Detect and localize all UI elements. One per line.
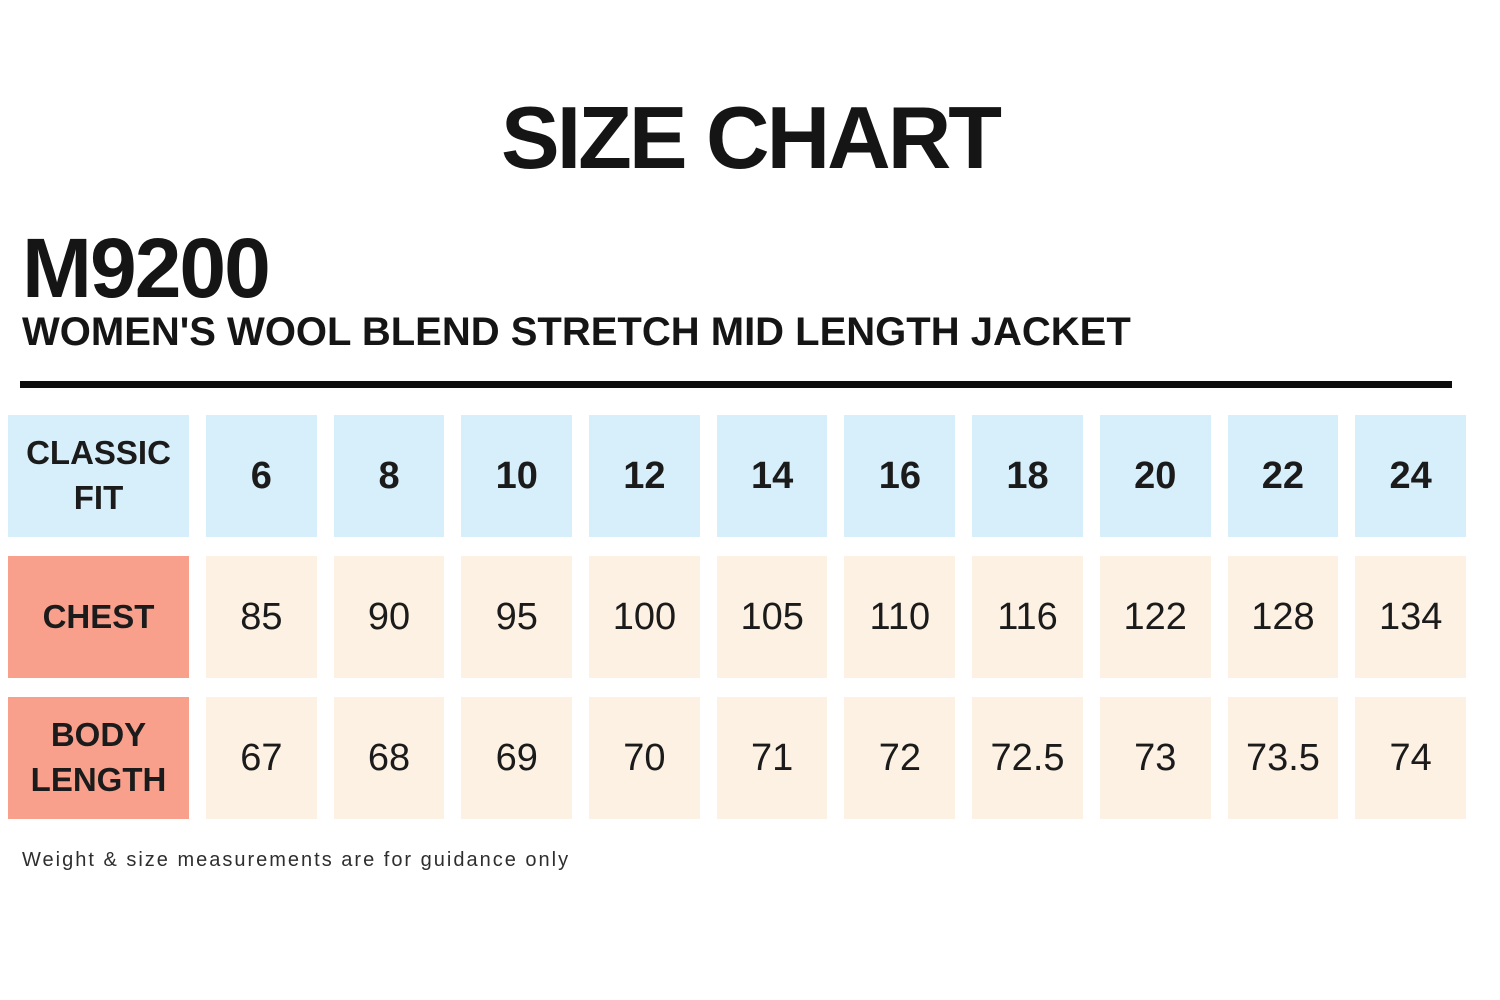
row-label-body-length: BODY LENGTH [8, 697, 189, 819]
body-length-value-cell: 73 [1099, 697, 1211, 819]
chest-value-cell: 85 [206, 556, 317, 678]
header-row-label: CLASSIC FIT [8, 415, 189, 537]
body-length-value-cell: 71 [716, 697, 828, 819]
size-column-header: 20 [1099, 415, 1211, 537]
body-length-value-cell: 70 [589, 697, 700, 819]
body-length-value-cell: 72 [844, 697, 956, 819]
page-title: SIZE CHART [501, 88, 1002, 187]
size-column-header: 10 [461, 415, 573, 537]
chest-value-cell: 134 [1355, 556, 1466, 678]
size-chart-table: CLASSIC FIT 6 8 10 12 14 16 18 20 22 24 … [8, 415, 1466, 819]
divider-line [20, 381, 1452, 388]
chest-value-cell: 90 [333, 556, 445, 678]
product-name: WOMEN'S WOOL BLEND STRETCH MID LENGTH JA… [22, 310, 1131, 354]
product-code: M9200 [22, 221, 271, 315]
body-length-value-cell: 68 [333, 697, 445, 819]
chest-value-cell: 105 [716, 556, 828, 678]
body-length-value-cell: 72.5 [972, 697, 1083, 819]
size-column-header: 16 [844, 415, 956, 537]
size-column-header: 22 [1227, 415, 1339, 537]
size-column-header: 6 [206, 415, 317, 537]
size-column-header: 8 [333, 415, 445, 537]
chest-value-cell: 110 [844, 556, 956, 678]
body-length-value-cell: 67 [206, 697, 317, 819]
size-column-header: 18 [972, 415, 1083, 537]
size-column-header: 24 [1355, 415, 1466, 537]
chest-value-cell: 100 [589, 556, 700, 678]
row-label-chest: CHEST [8, 556, 189, 678]
chest-value-cell: 95 [461, 556, 573, 678]
guidance-footnote: Weight & size measurements are for guida… [22, 849, 571, 871]
size-column-header: 12 [589, 415, 700, 537]
body-length-value-cell: 69 [461, 697, 573, 819]
chest-value-cell: 122 [1099, 556, 1211, 678]
size-column-header: 14 [716, 415, 828, 537]
body-length-value-cell: 73.5 [1227, 697, 1339, 819]
chest-value-cell: 128 [1227, 556, 1339, 678]
body-length-value-cell: 74 [1355, 697, 1466, 819]
chest-value-cell: 116 [972, 556, 1083, 678]
